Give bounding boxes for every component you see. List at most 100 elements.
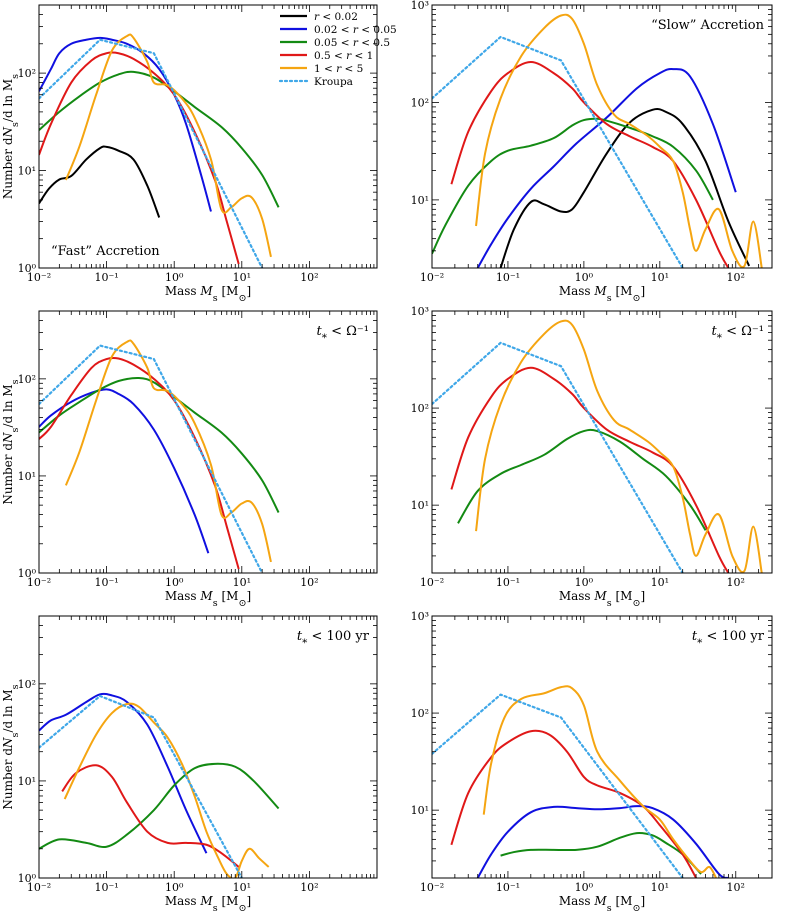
x-tick-label: 10⁻¹ — [496, 271, 520, 284]
x-tick-label: 10⁻¹ — [496, 881, 520, 894]
legend-label: 0.05 < r < 0.5 — [314, 37, 390, 49]
legend-label: 0.02 < r < 0.05 — [314, 24, 397, 36]
y-tick-label: 10³ — [411, 0, 429, 12]
y-tick-label: 10¹ — [411, 194, 429, 207]
y-tick-label: 10² — [411, 402, 429, 415]
x-tick-label: 10⁻² — [420, 881, 444, 894]
plot-frame — [431, 310, 773, 574]
series-line — [476, 805, 729, 878]
y-tick-label: 10¹ — [18, 775, 36, 788]
x-axis-label: Mass Ms [M⊙] — [559, 894, 645, 912]
x-axis-label: Mass Ms [M⊙] — [165, 894, 251, 912]
panel-top-right: 10⁻² 10⁻¹ 10⁰ 10¹ 10² 10¹ 10² 10³ Mass Ms [M⊙] “S… — [411, 0, 773, 304]
x-tick-label: 10² — [727, 271, 745, 284]
series-line — [39, 356, 240, 570]
series-line — [64, 33, 272, 258]
y-tick-label: 10² — [18, 373, 36, 386]
y-tick-label: 10¹ — [18, 165, 36, 178]
panel-bottom-right: 10⁻² 10⁻¹ 10⁰ 10¹ 10² 10¹ 10² 10³ Mass Ms [M⊙] t*… — [411, 610, 773, 912]
series-line — [64, 339, 272, 563]
x-tick-label: 10² — [300, 881, 318, 894]
x-tick-label: 10⁰ — [165, 881, 184, 894]
series-line — [39, 344, 264, 573]
y-tick-label: 10² — [411, 96, 429, 109]
x-tick-label: 10⁰ — [165, 576, 184, 589]
series-group — [39, 33, 280, 268]
x-tick-label: 10⁰ — [575, 576, 594, 589]
y-tick-label: 10² — [411, 707, 429, 720]
x-tick-label: 10⁻² — [420, 576, 444, 589]
x-tick-label: 10² — [300, 271, 318, 284]
panel-middle-right: 10⁻² 10⁻¹ 10⁰ 10¹ 10² 10¹ 10² 10³ Mass Ms [M⊙] t*… — [411, 305, 773, 609]
x-tick-label: 10⁰ — [575, 881, 594, 894]
x-tick-label: 10⁻² — [27, 881, 51, 894]
x-tick-label: 10⁻¹ — [94, 881, 118, 894]
series-line — [499, 108, 751, 268]
plot-frame — [431, 615, 773, 879]
y-axis-label: Number dNs/d ln Ms — [1, 684, 21, 809]
x-tick-label: 10² — [727, 881, 745, 894]
x-tick-label: 10² — [727, 576, 745, 589]
x-tick-label: 10⁻² — [27, 271, 51, 284]
series-line — [432, 693, 684, 878]
panel-middle-left: 10⁻² 10⁻¹ 10⁰ 10¹ 10² 10⁰ 10¹ 10² Mass Ms [M⊙] Nu… — [1, 310, 378, 609]
x-axis-label: Mass Ms [M⊙] — [165, 284, 251, 304]
y-tick-label: 10¹ — [411, 804, 429, 817]
x-axis-label: Mass Ms [M⊙] — [165, 589, 251, 609]
x-tick-label: 10⁻¹ — [94, 271, 118, 284]
x-tick-label: 10¹ — [233, 576, 251, 589]
legend-label: r < 0.02 — [314, 11, 358, 23]
panel-annotation: t* < 100 yr — [297, 629, 370, 649]
legend-label: 1 < r < 5 — [314, 63, 363, 75]
y-tick-label: 10¹ — [18, 470, 36, 483]
x-tick-label: 10¹ — [233, 271, 251, 284]
x-tick-label: 10⁰ — [575, 271, 594, 284]
x-axis-label: Mass Ms [M⊙] — [559, 589, 645, 609]
y-tick-label: 10³ — [411, 610, 429, 623]
series-line — [39, 38, 264, 268]
ticks — [38, 310, 378, 574]
y-tick-label: 10² — [18, 678, 36, 691]
y-tick-label: 10³ — [411, 305, 429, 318]
panel-annotation: “Fast” Accretion — [51, 244, 160, 259]
x-axis-label: Mass Ms [M⊙] — [559, 284, 645, 304]
plot-frame — [431, 4, 773, 269]
series-line — [475, 319, 763, 573]
series-line — [432, 35, 684, 268]
ticks — [38, 4, 378, 269]
ticks — [38, 615, 378, 879]
series-line — [482, 685, 717, 878]
y-tick-label: 10⁰ — [18, 262, 37, 275]
panel-annotation: “Slow” Accretion — [651, 18, 765, 33]
legend-label: Kroupa — [314, 76, 353, 88]
series-line — [475, 13, 763, 268]
ticks — [431, 4, 773, 269]
plot-frame — [38, 310, 378, 574]
x-tick-label: 10¹ — [233, 881, 251, 894]
plot-frame — [38, 615, 378, 879]
x-tick-label: 10¹ — [651, 271, 669, 284]
y-axis-label: Number dNs/d ln Ms — [1, 74, 21, 199]
series-line — [39, 694, 243, 878]
panel-top-left: 10⁻² 10⁻¹ 10⁰ 10¹ 10² 10⁰ 10¹ 10² Mass Ms [M⊙] Nu… — [1, 4, 378, 304]
series-line — [450, 61, 730, 268]
series-line — [63, 702, 270, 878]
panel-bottom-left: 10⁻² 10⁻¹ 10⁰ 10¹ 10² 10⁰ 10¹ 10² Mass Ms [M⊙] Nu… — [1, 615, 378, 912]
series-line — [476, 67, 737, 268]
series-line — [432, 117, 714, 255]
legend: r < 0.020.02 < r < 0.050.05 < r < 0.50.5… — [278, 11, 397, 88]
plot-frame — [38, 4, 378, 269]
series-line — [500, 832, 702, 875]
x-tick-label: 10⁻² — [27, 576, 51, 589]
series-line — [61, 764, 240, 868]
y-tick-label: 10⁰ — [18, 872, 37, 885]
x-tick-label: 10⁻² — [420, 271, 444, 284]
x-tick-label: 10² — [300, 576, 318, 589]
series-line — [432, 341, 684, 573]
x-tick-label: 10¹ — [651, 576, 669, 589]
series-line — [39, 377, 280, 513]
x-tick-label: 10⁻¹ — [496, 576, 520, 589]
series-line — [39, 762, 280, 850]
panel-annotation: t* < Ω⁻¹ — [712, 324, 764, 344]
